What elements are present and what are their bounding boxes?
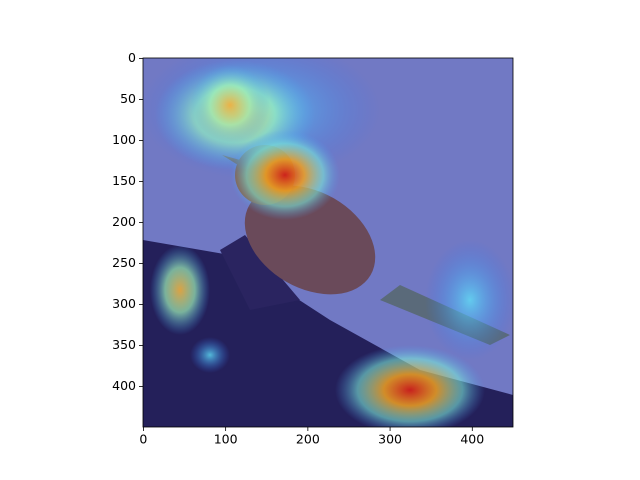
x-tick-label: 100 xyxy=(214,432,238,447)
y-tick-label: 300 xyxy=(112,296,136,311)
image xyxy=(143,58,513,427)
y-tick-label: 250 xyxy=(112,255,136,270)
y-tick-label: 400 xyxy=(112,378,136,393)
y-tick-label: 200 xyxy=(112,214,136,229)
x-tick-label: 200 xyxy=(296,432,320,447)
x-tick-label: 400 xyxy=(460,432,484,447)
x-tick-label: 0 xyxy=(139,432,147,447)
y-tick-label: 0 xyxy=(128,50,136,65)
y-tick-label: 150 xyxy=(112,173,136,188)
y-tick-label: 100 xyxy=(112,132,136,147)
x-tick-label: 300 xyxy=(378,432,402,447)
y-tick-label: 350 xyxy=(112,337,136,352)
y-tick-label: 50 xyxy=(120,91,136,106)
axes-frame xyxy=(142,57,514,428)
